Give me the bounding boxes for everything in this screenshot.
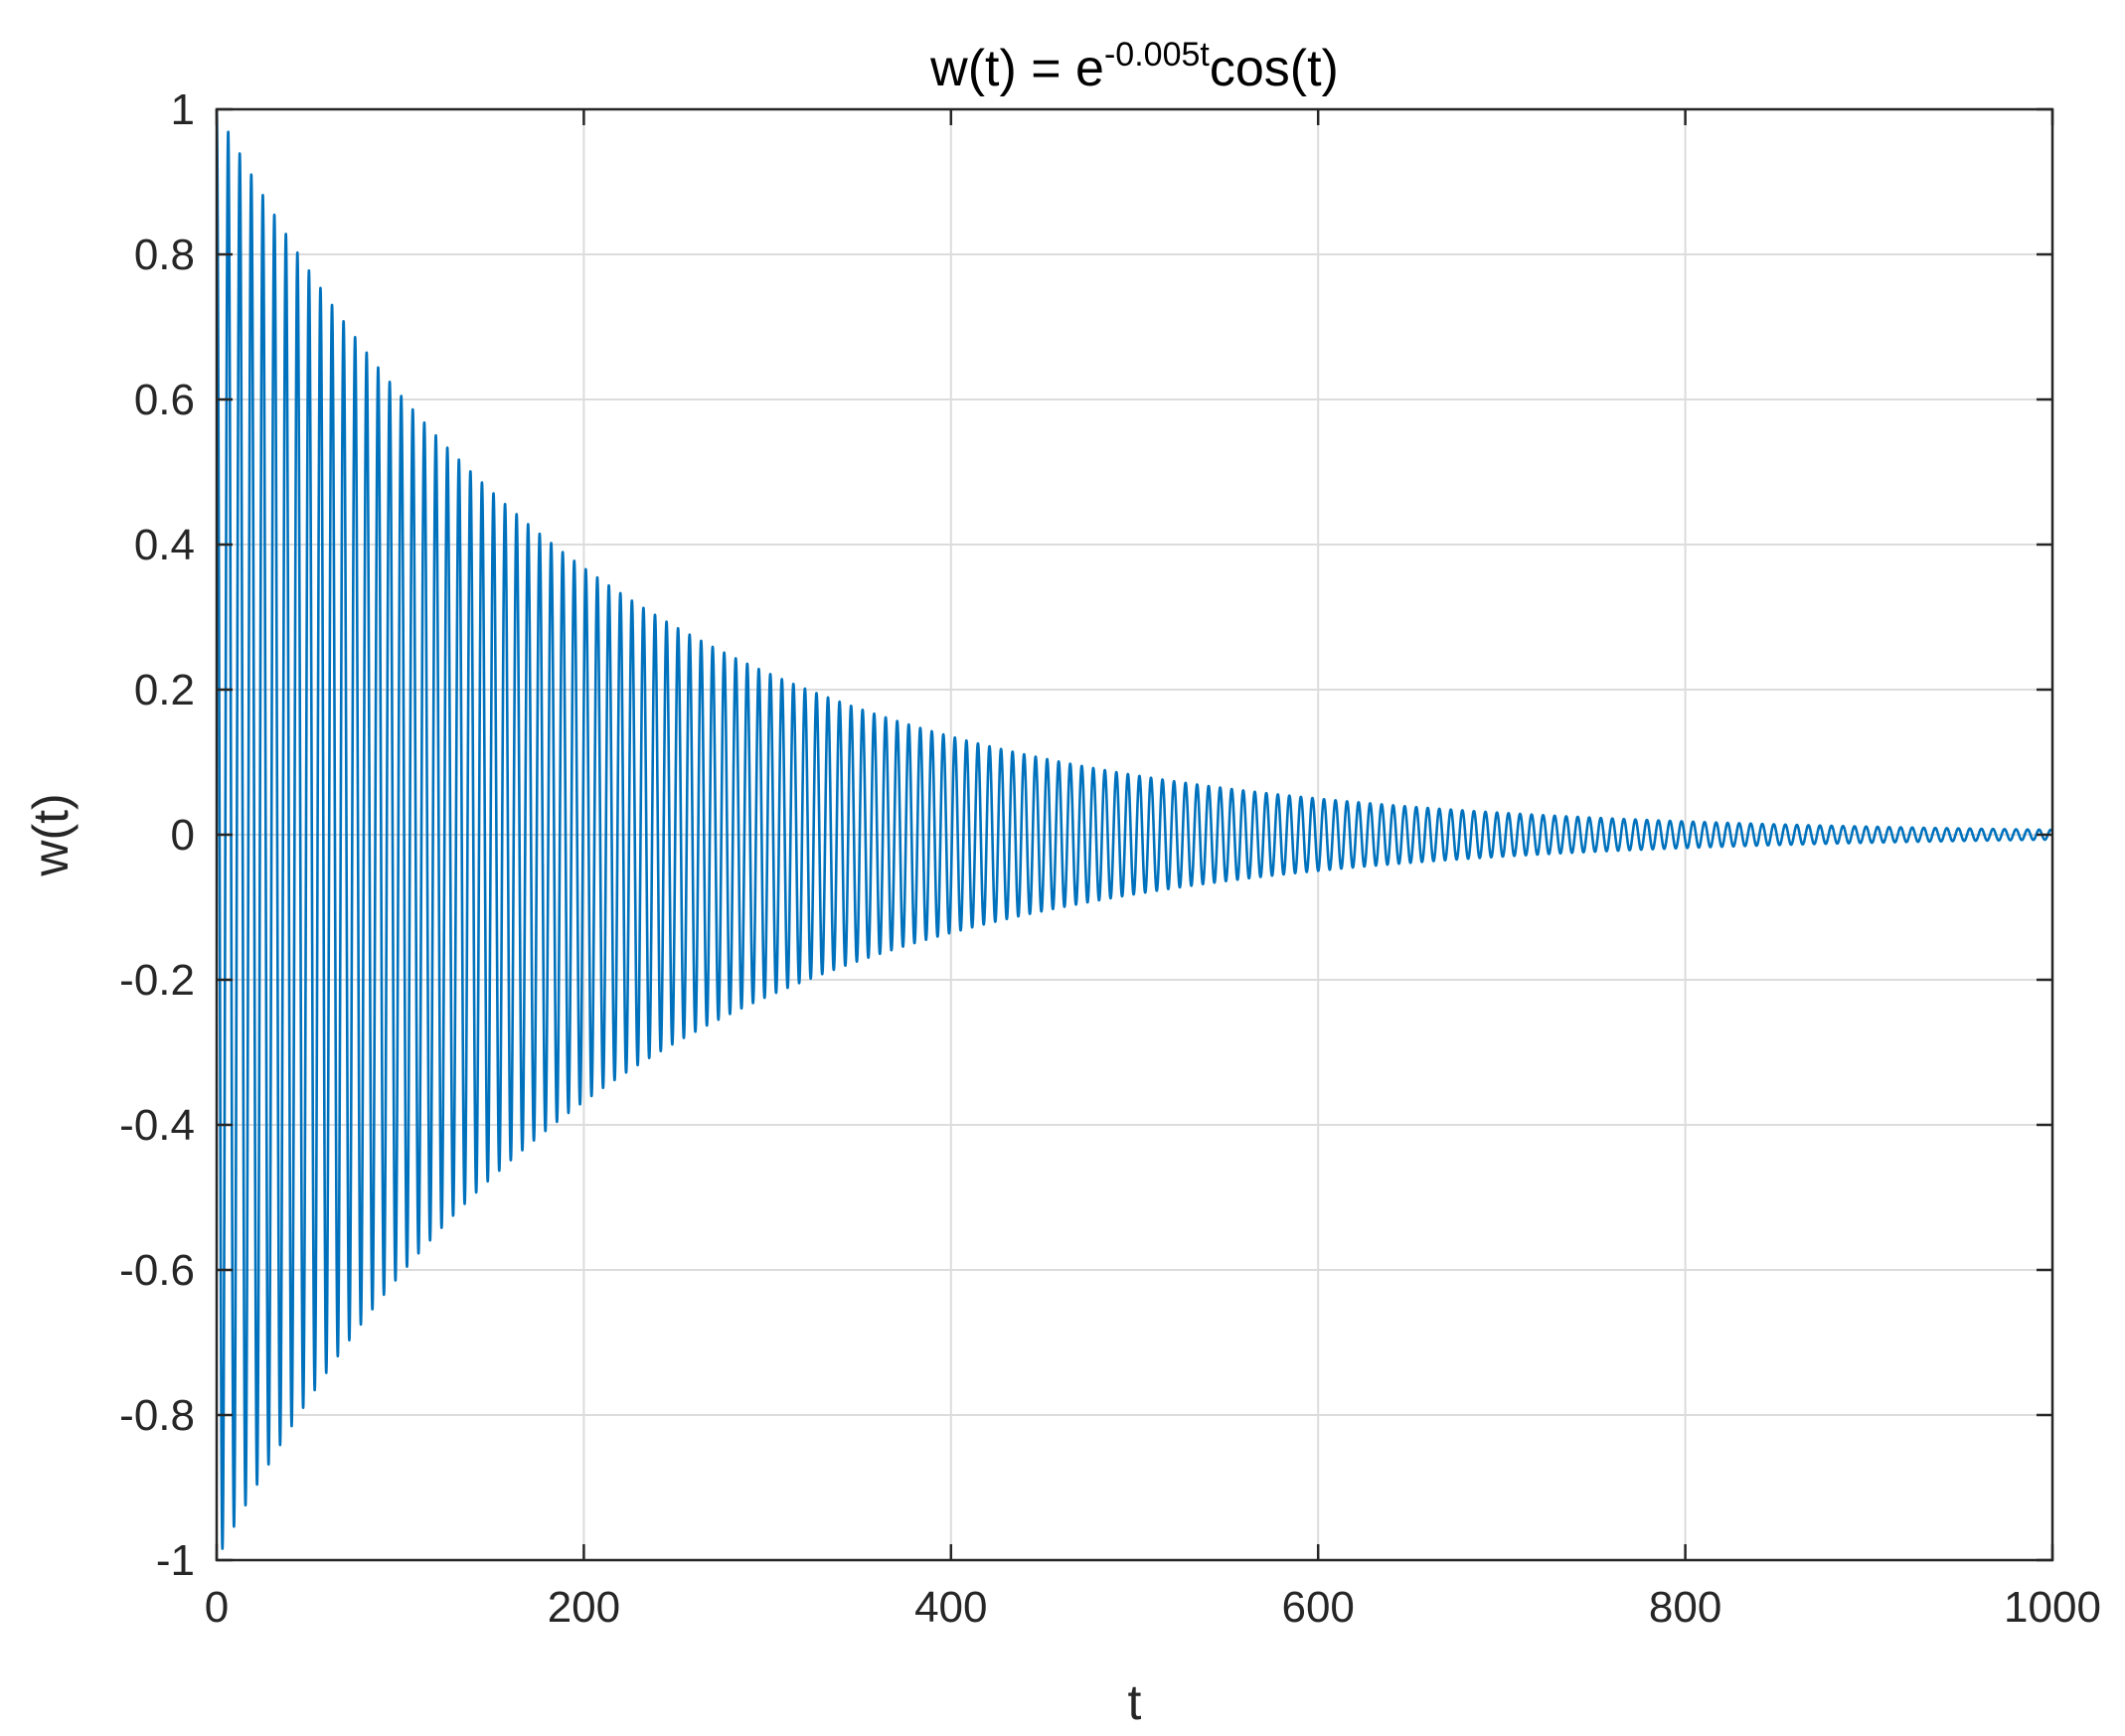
y-tick-label: 1	[171, 85, 195, 134]
y-tick-label: 0	[171, 811, 195, 860]
x-tick-label: 800	[1649, 1583, 1721, 1632]
chart-title: w(t) = e-0.005tcos(t)	[929, 36, 1339, 97]
y-tick-label: 0.8	[134, 231, 195, 279]
y-tick-label: 0.4	[134, 521, 195, 569]
y-tick-label: -0.4	[119, 1101, 195, 1150]
tick-marks	[215, 107, 2054, 1562]
y-tick-labels: -1 -0.8 -0.6 -0.4 -0.2 0 0.2 0.4 0.6 0.8 1	[119, 85, 195, 1585]
y-tick-label: -0.2	[119, 956, 195, 1005]
y-axis-label: w(t)	[23, 793, 79, 876]
y-tick-label: 0.6	[134, 376, 195, 424]
series-line-w-t	[215, 108, 2054, 1550]
grid-lines	[217, 109, 2052, 1560]
x-axis-label: t	[1128, 1674, 1142, 1730]
chart-title-superscript: -0.005t	[1104, 36, 1210, 74]
x-tick-labels: 0 200 400 600 800 1000	[205, 1583, 2101, 1632]
x-tick-label: 400	[914, 1583, 987, 1632]
x-tick-label: 600	[1281, 1583, 1354, 1632]
series-group	[215, 108, 2054, 1550]
x-tick-label: 200	[548, 1583, 620, 1632]
y-tick-label: -0.8	[119, 1391, 195, 1440]
y-tick-label: 0.2	[134, 666, 195, 714]
chart-title-suffix: cos(t)	[1210, 40, 1339, 97]
x-tick-label: 0	[205, 1583, 229, 1632]
y-tick-label: -1	[156, 1536, 195, 1585]
chart-title-base: w(t) = e	[929, 40, 1104, 97]
x-tick-label: 1000	[2004, 1583, 2101, 1632]
y-tick-label: -0.6	[119, 1246, 195, 1295]
